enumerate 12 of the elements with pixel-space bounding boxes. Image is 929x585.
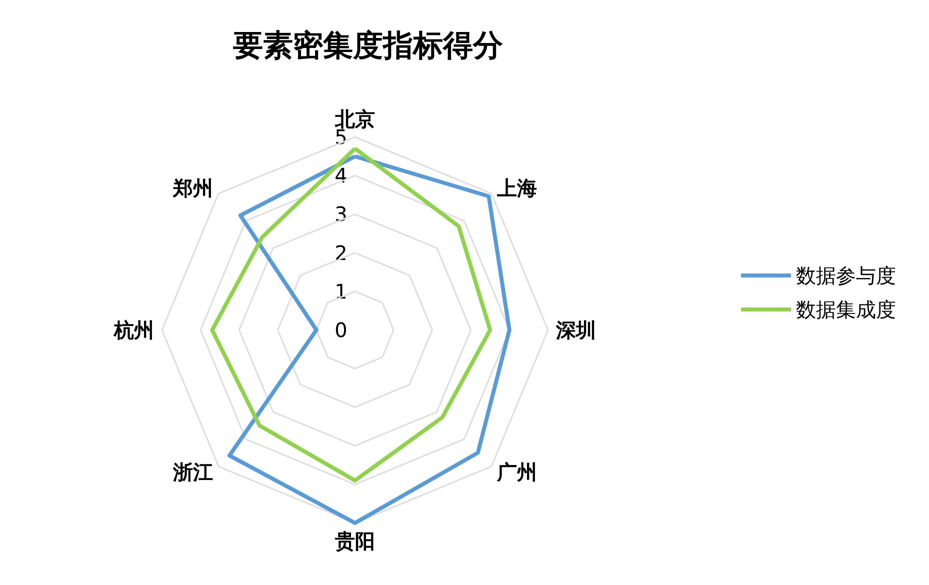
y-tick-label: 4	[334, 164, 348, 188]
spoke-label: 浙江	[172, 460, 213, 484]
spoke-label: 深圳	[555, 318, 596, 342]
spoke-label: 郑州	[172, 176, 213, 200]
legend-label: 数据集成度	[796, 298, 896, 322]
spoke-label: 杭州	[113, 318, 154, 342]
y-tick-label: 0	[334, 318, 348, 342]
spoke-label: 上海	[496, 176, 538, 200]
spoke-label: 贵阳	[334, 529, 375, 553]
spoke-label: 广州	[496, 460, 538, 484]
chart-title: 要素密集度指标得分	[233, 28, 503, 64]
legend-label: 数据参与度	[796, 264, 896, 288]
